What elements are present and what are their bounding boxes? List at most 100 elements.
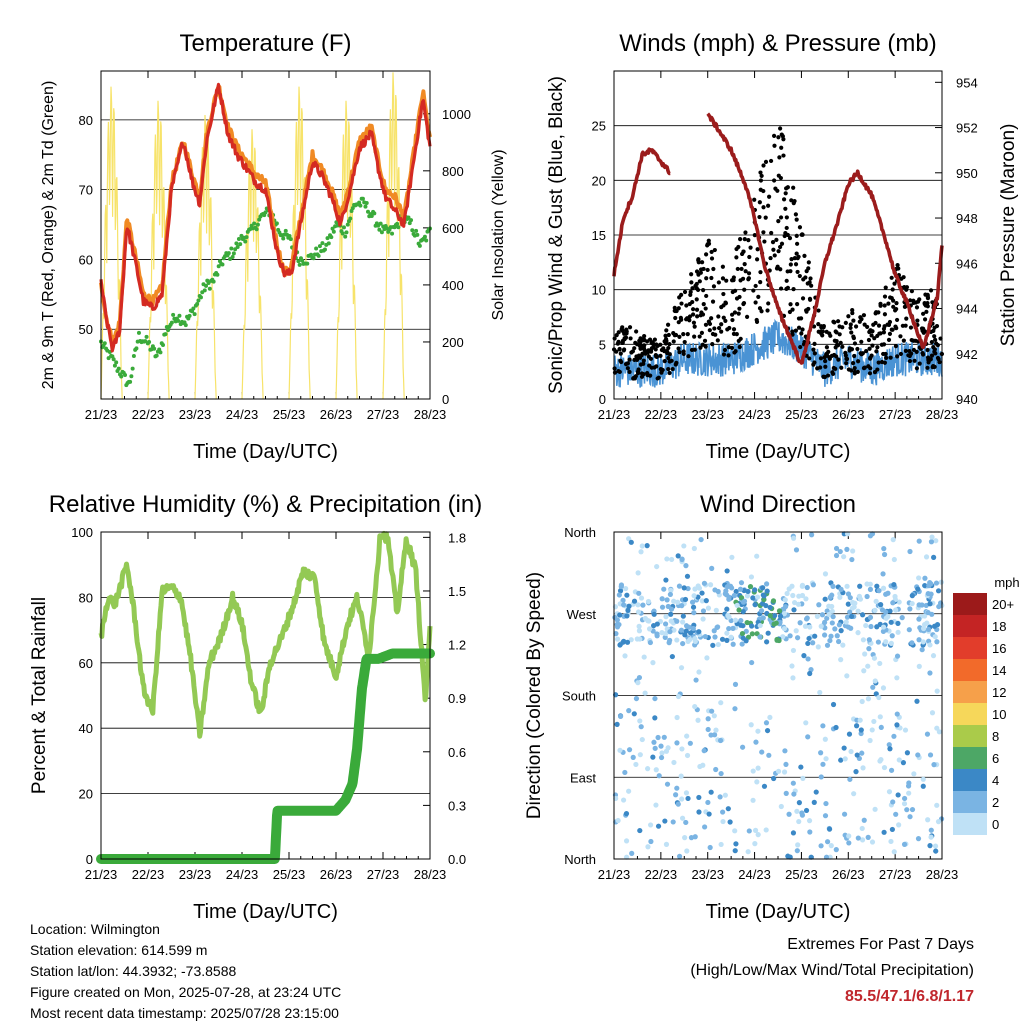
direction-point [714,624,720,631]
x-axis-label: Time (Day/UTC) [193,901,338,923]
direction-point [790,647,797,654]
gust-point [894,301,899,306]
direction-point [891,556,897,563]
direction-point [741,598,748,604]
direction-point [894,675,900,681]
gust-point [775,264,780,269]
direction-point [838,657,844,663]
dewpoint-point [169,320,174,325]
gust-point [847,348,852,353]
direction-point [927,642,933,648]
gust-point [807,356,812,361]
gust-point [709,249,714,255]
y2-tick-label: 1.5 [448,584,466,599]
direction-point [713,607,719,613]
gust-point [886,301,891,306]
dewpoint-point [154,353,159,358]
direction-point [916,637,922,643]
direction-point [636,674,643,681]
gust-point [784,278,789,283]
gust-point [742,237,747,242]
direction-point [805,656,811,662]
direction-point [678,627,685,633]
y2-tick-label: 948 [956,211,978,226]
gust-point [809,283,814,288]
x-tick-label: 25/23 [785,407,818,422]
direction-point [811,799,817,805]
direction-point [675,553,681,559]
y2-tick-label: 1.8 [448,530,466,545]
gust-point [788,262,793,267]
dewpoint-point [345,222,350,227]
direction-point [838,628,844,634]
direction-point [729,585,735,591]
direction-point [933,580,940,586]
direction-point [635,570,641,576]
gust-point [632,346,637,351]
gust-point [886,322,892,328]
direction-point [712,587,718,593]
direction-point [926,583,932,589]
gust-point [641,358,646,363]
direction-point [626,788,632,794]
location-text: Location: Wilmington [30,921,160,937]
colorbar-swatch [953,747,987,769]
dewpoint-point [131,353,136,358]
direction-point [757,634,763,640]
direction-point [740,609,746,615]
gust-point [739,266,744,272]
direction-point [758,608,765,614]
y2-tick-label: 1.2 [448,638,466,653]
gust-point [812,341,817,346]
gust-point [701,288,706,293]
gust-point [640,351,645,356]
direction-point [843,619,849,625]
x-tick-label: 27/23 [879,867,912,882]
dewpoint-point [296,259,301,264]
direction-point [781,625,788,632]
gust-point [811,362,816,367]
direction-point [802,623,809,629]
direction-point [763,720,770,726]
direction-point [894,653,901,659]
gust-point [642,343,647,348]
gust-point [872,336,877,341]
direction-point [665,745,671,751]
gust-point [627,357,632,362]
direction-point [732,706,738,712]
gust-point [734,255,739,260]
direction-point [879,607,886,613]
y-tick-label: North [564,852,596,867]
direction-point [704,655,710,661]
direction-point [622,769,628,776]
dewpoint-point [329,235,334,240]
direction-point [873,598,879,604]
gust-point [937,359,942,365]
y-tick-label: 50 [79,322,93,337]
direction-point [748,722,754,728]
direction-point [614,624,621,630]
direction-point [749,659,755,666]
gust-point [737,294,742,300]
gust-point [908,298,913,303]
gust-point [889,275,894,280]
direction-point [653,767,659,773]
direction-point [787,633,793,639]
direction-point [728,634,734,640]
gust-point [731,327,737,332]
direction-point [659,630,665,636]
direction-point [916,663,922,669]
direction-point [663,841,670,847]
gust-point [802,253,807,258]
gust-point [758,270,763,275]
direction-point [637,752,643,758]
direction-point [651,739,657,745]
gust-point [852,341,858,346]
direction-point [654,633,660,639]
direction-point [835,638,842,645]
direction-point [750,595,756,601]
gust-point [665,349,670,354]
gust-point [792,199,797,204]
direction-point [617,747,623,753]
dewpoint-point [116,366,121,371]
